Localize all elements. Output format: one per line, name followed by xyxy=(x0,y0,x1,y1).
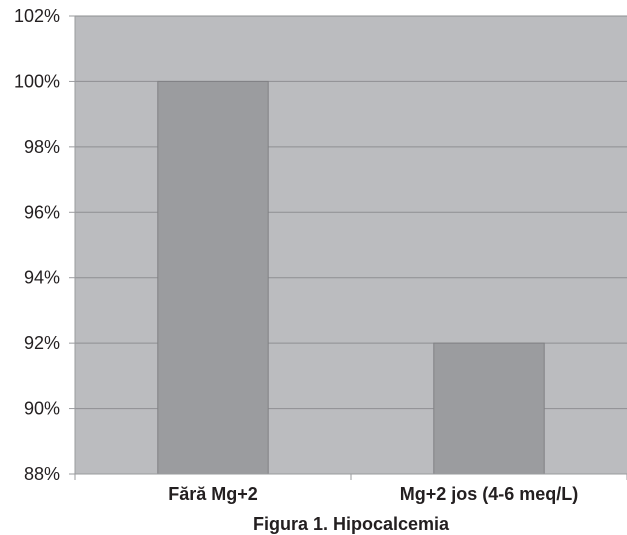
y-tick-label: 100% xyxy=(14,71,60,91)
y-tick-label: 98% xyxy=(24,137,60,157)
axes xyxy=(69,15,627,480)
y-axis-ticks: 88% 90% 92% 94% 96% 98% 100% 102% xyxy=(14,6,60,484)
y-tick-label: 94% xyxy=(24,268,60,288)
x-category-label: Mg+2 jos (4-6 meq/L) xyxy=(400,484,579,504)
y-tick-label: 88% xyxy=(24,464,60,484)
x-category-label: Fără Mg+2 xyxy=(168,484,258,504)
y-tick-label: 102% xyxy=(14,6,60,26)
bar-2 xyxy=(433,342,545,475)
chart-caption: Figura 1. Hipocalcemia xyxy=(253,514,450,534)
bars xyxy=(157,80,545,475)
y-tick-label: 90% xyxy=(24,399,60,419)
x-axis-labels: Fără Mg+2 Mg+2 jos (4-6 meq/L) xyxy=(168,484,578,504)
y-tick-label: 92% xyxy=(24,333,60,353)
bar-1 xyxy=(157,80,269,475)
y-tick-label: 96% xyxy=(24,202,60,222)
